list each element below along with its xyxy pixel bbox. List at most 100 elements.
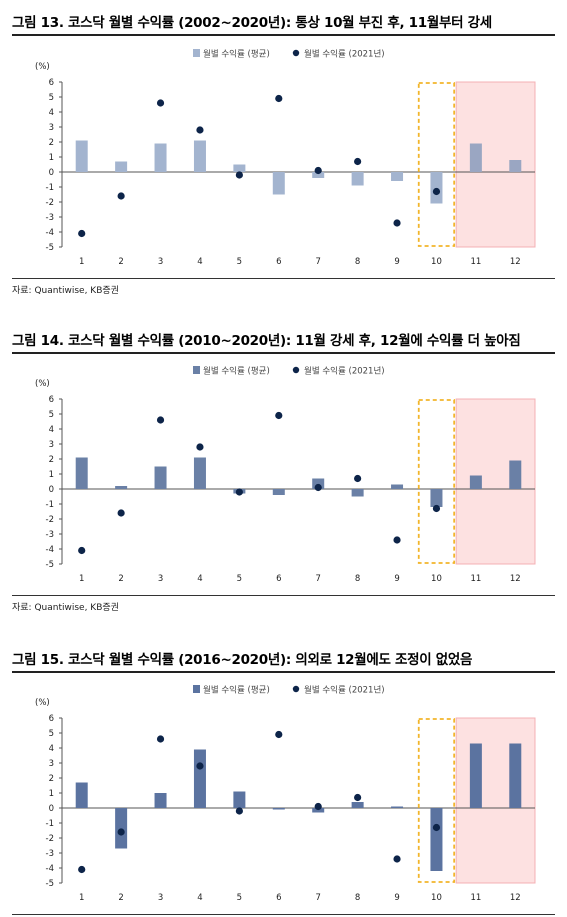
dot — [235, 171, 243, 179]
y-tick-label: 4 — [49, 425, 54, 435]
bar — [430, 172, 443, 204]
x-tick-label: 6 — [276, 257, 281, 267]
shaded-region — [455, 717, 536, 884]
x-tick-label: 3 — [158, 893, 163, 903]
bar — [115, 486, 128, 489]
y-tick-label: 2 — [49, 774, 54, 784]
y-axis-label: (%) — [35, 379, 50, 389]
bar — [509, 160, 522, 172]
y-tick-label: -1 — [46, 500, 54, 510]
y-tick-label: 0 — [49, 485, 54, 495]
chart-15: 월별 수익률 (평균) 월별 수익률 (2021년)(%)6543210-1-2-… — [35, 685, 536, 903]
dot — [393, 855, 401, 863]
x-tick-label: 3 — [158, 574, 163, 584]
x-tick-label: 12 — [510, 257, 521, 267]
y-tick-label: 0 — [49, 168, 54, 178]
bar — [312, 478, 325, 489]
y-tick-label: -4 — [46, 228, 54, 238]
bar — [509, 743, 522, 808]
bar — [233, 164, 246, 172]
x-tick-label: 7 — [315, 893, 320, 903]
figure-title: 그림 13. 코스닥 월별 수익률 (2002~2020년): 통상 10월 부… — [12, 15, 492, 31]
bar — [154, 466, 167, 489]
x-tick-label: 1 — [79, 257, 84, 267]
y-tick-label: -2 — [46, 515, 54, 525]
y-tick-label: 6 — [49, 78, 54, 88]
x-tick-label: 8 — [355, 574, 360, 584]
bar — [430, 489, 443, 507]
y-tick-label: 6 — [49, 395, 54, 405]
shaded-region — [455, 81, 536, 248]
dot — [354, 474, 362, 483]
bar — [312, 172, 325, 178]
bar — [351, 802, 364, 808]
figure-title: 그림 15. 코스닥 월별 수익률 (2016~2020년): 의외로 12월에… — [12, 652, 473, 668]
x-tick-label: 10 — [431, 893, 442, 903]
source-note: 자료: Quantiwise, KB증권 — [12, 603, 119, 613]
y-tick-label: 1 — [49, 470, 54, 480]
legend-dot-swatch — [292, 366, 300, 374]
x-tick-label: 9 — [394, 893, 399, 903]
y-tick-label: 5 — [49, 729, 54, 739]
dot — [314, 483, 322, 492]
y-tick-label: -4 — [46, 545, 54, 555]
dot — [156, 416, 165, 424]
x-tick-label: 2 — [118, 574, 123, 584]
x-tick-label: 4 — [197, 257, 202, 267]
x-tick-label: 10 — [431, 574, 442, 584]
y-tick-label: -2 — [46, 198, 54, 208]
title-rule — [12, 34, 555, 36]
legend-dot-swatch — [292, 685, 300, 693]
bar — [154, 793, 167, 808]
legend-dot-swatch — [292, 49, 300, 57]
y-tick-label: 0 — [49, 804, 54, 814]
bar — [75, 782, 88, 808]
dot — [275, 94, 283, 103]
dot — [393, 536, 401, 544]
x-tick-label: 11 — [470, 893, 481, 903]
x-tick-label: 12 — [510, 893, 521, 903]
title-rule — [12, 352, 555, 354]
bar — [391, 484, 404, 489]
x-tick-label: 8 — [355, 257, 360, 267]
highlight-box — [417, 82, 456, 247]
bottom-rule — [12, 914, 555, 915]
x-tick-label: 10 — [431, 257, 442, 267]
dot — [78, 229, 86, 238]
figure-title: 그림 14. 코스닥 월별 수익률 (2010~2020년): 11월 강세 후… — [12, 333, 521, 349]
bar — [430, 808, 443, 871]
x-tick-label: 2 — [118, 257, 123, 267]
chart-13: 월별 수익률 (평균) 월별 수익률 (2021년)(%)6543210-1-2-… — [35, 49, 536, 267]
figure-13: 그림 13. 코스닥 월별 수익률 (2002~2020년): 통상 10월 부… — [0, 0, 567, 300]
x-tick-label: 12 — [510, 574, 521, 584]
figure-14: 그림 14. 코스닥 월별 수익률 (2010~2020년): 11월 강세 후… — [0, 317, 567, 617]
legend-bar-swatch — [193, 49, 200, 57]
legend: 월별 수익률 (평균) 월별 수익률 (2021년) — [193, 49, 385, 60]
x-tick-label: 3 — [158, 257, 163, 267]
legend-bar-label: 월별 수익률 (평균) — [203, 49, 270, 60]
dot — [156, 735, 165, 743]
x-tick-label: 11 — [470, 257, 481, 267]
y-tick-label: -5 — [46, 560, 54, 570]
bar — [469, 475, 482, 489]
bar — [193, 749, 206, 808]
dot — [235, 488, 243, 496]
bar — [272, 172, 285, 195]
bar — [193, 457, 206, 489]
bar — [154, 143, 167, 172]
legend-dot-label: 월별 수익률 (2021년) — [304, 366, 385, 377]
x-tick-label: 4 — [197, 574, 202, 584]
y-tick-label: -3 — [46, 530, 54, 540]
highlight-box — [417, 399, 456, 564]
y-tick-label: 3 — [49, 123, 54, 133]
legend-bar-swatch — [193, 685, 200, 693]
bar — [75, 457, 88, 489]
dot — [235, 807, 243, 815]
y-tick-label: 2 — [49, 455, 54, 465]
x-tick-label: 2 — [118, 893, 123, 903]
bar — [312, 808, 325, 813]
y-tick-label: -3 — [46, 849, 54, 859]
y-axis-label: (%) — [35, 698, 50, 708]
dot — [432, 504, 441, 513]
dot — [432, 187, 441, 196]
